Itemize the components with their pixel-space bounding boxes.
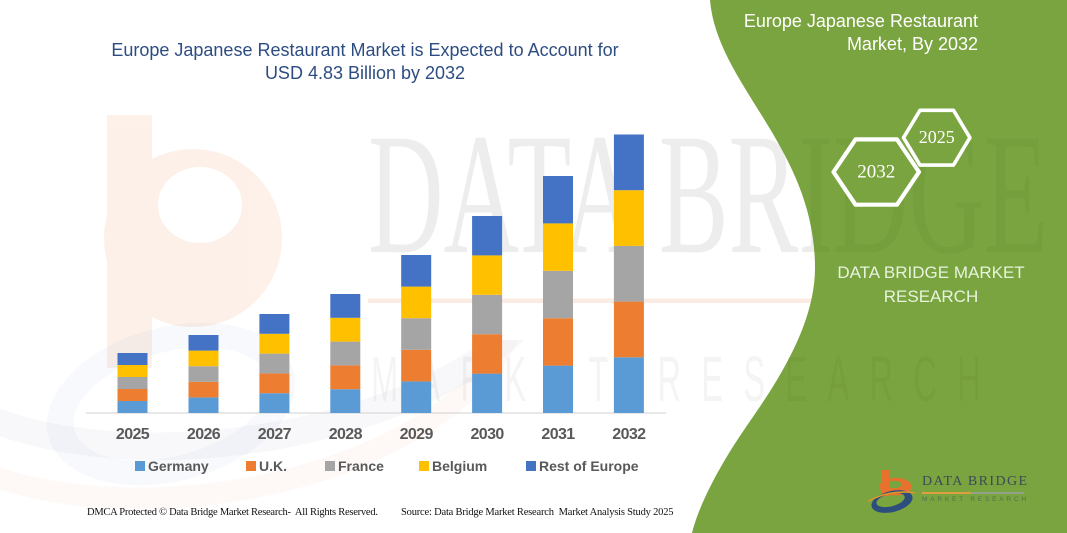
svg-text:2032: 2032	[857, 162, 895, 183]
svg-text:2025: 2025	[919, 127, 955, 147]
